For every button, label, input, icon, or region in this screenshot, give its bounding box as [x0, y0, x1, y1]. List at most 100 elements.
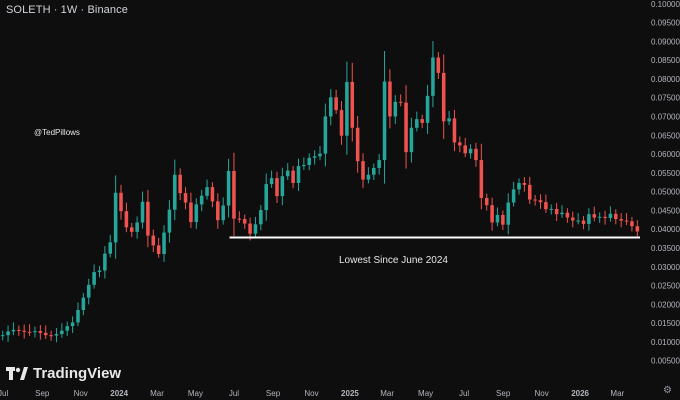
candle-body: [296, 166, 301, 183]
y-tick-label: 0.08500: [651, 56, 680, 65]
candle-body: [232, 170, 236, 219]
candle-body: [49, 335, 53, 337]
candle-body: [264, 184, 268, 211]
candle-body: [511, 189, 516, 203]
candle-body: [334, 97, 338, 111]
tradingview-logo-text: TradingView: [33, 365, 122, 382]
x-tick-label: May: [188, 389, 203, 398]
candle-body: [22, 330, 26, 332]
x-tick-label: Mar: [610, 389, 624, 398]
candle-body: [328, 97, 333, 117]
candle-body: [619, 219, 623, 221]
candle-body: [97, 270, 102, 273]
candle-body: [339, 110, 344, 136]
x-tick-label: Nov: [74, 389, 88, 398]
candle-body: [38, 331, 43, 333]
candle-body: [436, 57, 441, 73]
candle-body: [43, 332, 48, 336]
candle-body: [210, 187, 215, 202]
candle-body: [11, 329, 16, 332]
y-tick-label: 0.00500: [651, 357, 680, 366]
candle-body: [119, 192, 123, 212]
candle-body: [506, 202, 511, 225]
candle-body: [183, 193, 188, 203]
candle-body: [409, 127, 414, 153]
candle-body: [167, 209, 172, 233]
candle-body: [259, 210, 263, 225]
candle-body: [614, 213, 618, 220]
candle-body: [65, 326, 70, 331]
candle-body: [205, 187, 209, 196]
author-handle: @TedPillows: [34, 128, 80, 137]
y-tick-label: 0.07500: [651, 94, 680, 103]
candle-body: [597, 216, 602, 218]
candle-body: [124, 211, 129, 228]
candle-body: [463, 145, 467, 154]
tradingview-logo[interactable]: TradingView: [6, 365, 121, 382]
candle-body: [420, 119, 424, 123]
candle-body: [366, 174, 371, 180]
y-tick-label: 0.02500: [651, 282, 680, 291]
candle-body: [415, 119, 419, 128]
y-tick-label: 0.05000: [651, 188, 680, 197]
candle-body: [253, 224, 258, 234]
candle-body: [237, 218, 242, 220]
candle-body: [151, 235, 156, 246]
candle-body: [372, 167, 376, 175]
candle-body: [603, 216, 607, 218]
y-tick-label: 0.02000: [651, 300, 680, 309]
x-tick-label: Nov: [304, 389, 318, 398]
candle-body: [194, 204, 199, 223]
candle-body: [226, 170, 231, 206]
y-tick-label: 0.06500: [651, 131, 680, 140]
y-tick-label: 0.04000: [651, 225, 680, 234]
x-tick-label: 2024: [110, 389, 128, 398]
y-tick-label: 0.03000: [651, 263, 680, 272]
candle-body: [6, 331, 10, 336]
candle-body: [27, 331, 32, 333]
candle-body: [592, 214, 597, 218]
candle-body: [538, 200, 543, 203]
candle-body: [307, 157, 312, 165]
y-tick-label: 0.09000: [651, 37, 680, 46]
candle-body: [199, 195, 204, 205]
x-tick-label: Jul: [0, 389, 8, 398]
candle-body: [576, 220, 580, 222]
candle-body: [474, 148, 478, 161]
y-tick-label: 0.05500: [651, 169, 680, 178]
x-tick-label: Sep: [35, 389, 50, 398]
symbol-title[interactable]: SOLETH · 1W · Binance: [6, 4, 128, 16]
x-tick-label: Mar: [380, 389, 394, 398]
x-tick-label: Sep: [266, 389, 281, 398]
y-tick-label: 0.09500: [651, 19, 680, 28]
candle-body: [377, 160, 381, 168]
candle-body: [103, 253, 107, 271]
gear-icon[interactable]: ⚙: [663, 385, 672, 396]
support-annotation: Lowest Since June 2024: [339, 255, 448, 266]
candle-body: [108, 242, 113, 254]
candle-body: [156, 245, 161, 255]
candle-body: [452, 118, 457, 143]
candle-body: [587, 214, 591, 224]
candle-body: [318, 153, 322, 157]
candle-body: [140, 201, 145, 223]
y-tick-label: 0.10000: [651, 0, 680, 9]
candle-body: [522, 182, 527, 185]
candle-body: [178, 174, 182, 194]
y-tick-label: 0.01000: [651, 338, 680, 347]
candle-body: [17, 329, 21, 331]
candle-body: [404, 102, 408, 153]
y-tick-label: 0.03500: [651, 244, 680, 253]
x-tick-label: 2025: [341, 389, 359, 398]
candle-body: [490, 205, 494, 223]
candle-body: [285, 170, 290, 177]
candle-body: [242, 219, 247, 224]
candle-body: [355, 127, 360, 162]
candle-body: [570, 217, 575, 221]
candle-body: [630, 221, 634, 227]
candle-body: [54, 334, 59, 336]
candle-body: [221, 205, 225, 221]
candle-body: [189, 202, 193, 223]
x-tick-label: May: [418, 389, 433, 398]
